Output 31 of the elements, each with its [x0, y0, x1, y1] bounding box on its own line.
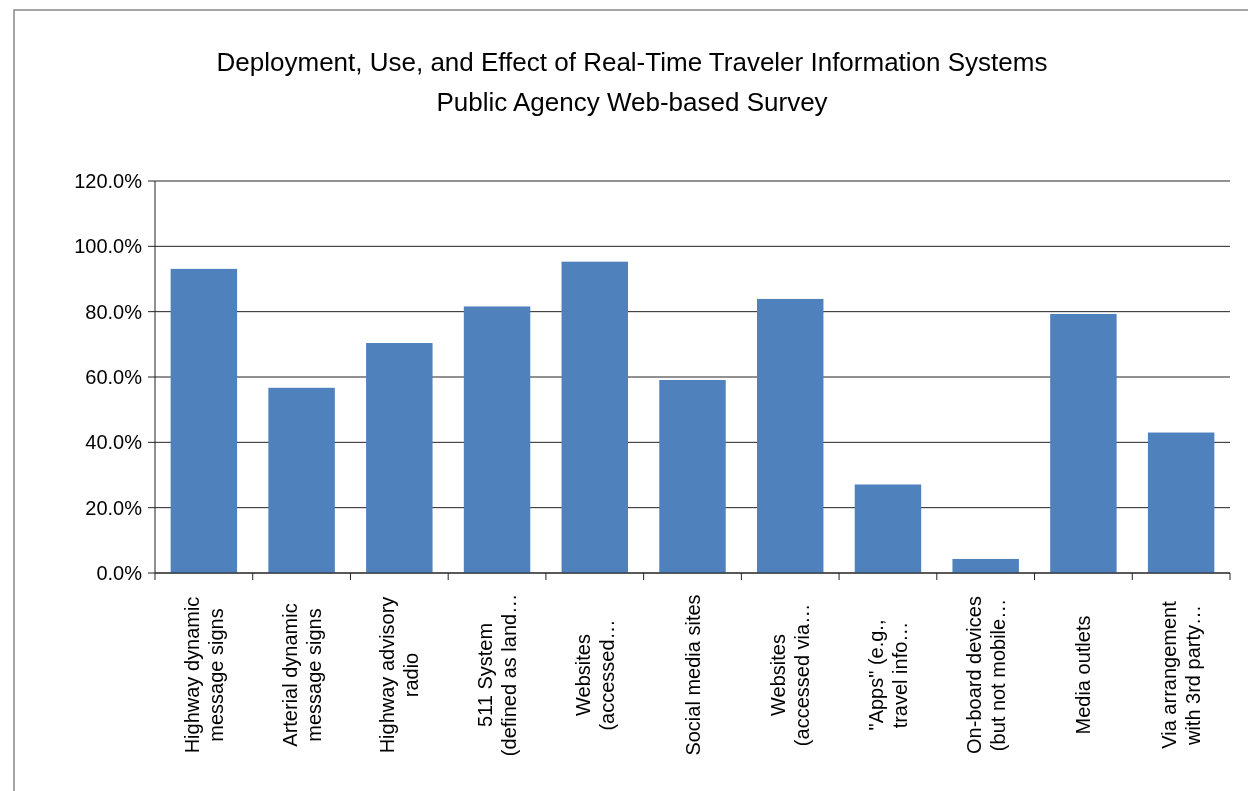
bar: [170, 268, 238, 573]
x-tick-label: On-board devices (but not mobile…: [962, 596, 1009, 754]
x-tick-label: Social media sites: [681, 594, 704, 756]
bar: [561, 261, 628, 573]
bar: [366, 343, 433, 573]
bar: [854, 484, 922, 573]
bar: [1147, 432, 1215, 573]
y-tick-label: 100.0%: [74, 235, 143, 258]
x-tick-label: Websites (accessed via…: [767, 603, 814, 747]
x-tick-label: Highway dynamic message signs: [180, 596, 227, 754]
chart-title: Deployment, Use, and Effect of Real-Time Traveler Information Systems: [216, 47, 1048, 77]
x-tick-label: "Apps" (e.g., travel info…: [864, 619, 911, 731]
bar: [952, 558, 1019, 573]
y-tick-label: 60.0%: [85, 366, 143, 388]
x-tick-label: 511 System (defined as land…: [474, 593, 521, 757]
bar: [1050, 313, 1117, 573]
y-tick-label: 120.0%: [74, 170, 143, 192]
y-tick-label: 20.0%: [85, 496, 143, 519]
x-tick-label: Websites (accessed…: [571, 619, 618, 731]
x-tick-label: Via arrangement with 3rd party…: [1158, 600, 1205, 749]
chart-subtitle: Public Agency Web-based Survey: [436, 87, 828, 117]
x-tick-label: Media outlets: [1072, 615, 1095, 735]
x-tick-label: Arterial dynamic message signs: [278, 603, 325, 747]
bar: [463, 306, 531, 573]
y-tick-label: 80.0%: [85, 300, 143, 323]
bar: [268, 387, 335, 573]
x-tick-label: Highway advisory radio: [376, 596, 423, 754]
y-tick-label: 0.0%: [96, 562, 143, 584]
bar: [659, 379, 726, 573]
y-tick-label: 40.0%: [85, 431, 143, 454]
bar: [757, 298, 824, 573]
